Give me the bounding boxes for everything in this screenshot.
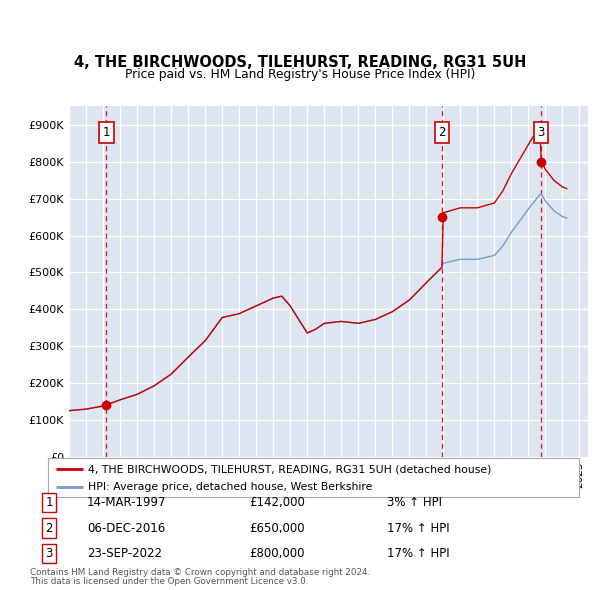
Text: £650,000: £650,000 — [249, 522, 305, 535]
Text: £142,000: £142,000 — [249, 496, 305, 509]
Text: 2: 2 — [46, 522, 53, 535]
Text: HPI: Average price, detached house, West Berkshire: HPI: Average price, detached house, West… — [88, 482, 372, 492]
Text: 3: 3 — [537, 126, 545, 139]
Text: 4, THE BIRCHWOODS, TILEHURST, READING, RG31 5UH (detached house): 4, THE BIRCHWOODS, TILEHURST, READING, R… — [88, 464, 491, 474]
Text: 23-SEP-2022: 23-SEP-2022 — [87, 547, 162, 560]
Text: 4, THE BIRCHWOODS, TILEHURST, READING, RG31 5UH: 4, THE BIRCHWOODS, TILEHURST, READING, R… — [74, 55, 526, 70]
Text: Contains HM Land Registry data © Crown copyright and database right 2024.: Contains HM Land Registry data © Crown c… — [30, 568, 370, 577]
Text: 2: 2 — [439, 126, 446, 139]
Text: 17% ↑ HPI: 17% ↑ HPI — [387, 547, 449, 560]
Text: 1: 1 — [103, 126, 110, 139]
Text: 3: 3 — [46, 547, 53, 560]
Text: This data is licensed under the Open Government Licence v3.0.: This data is licensed under the Open Gov… — [30, 578, 308, 586]
Text: 14-MAR-1997: 14-MAR-1997 — [87, 496, 167, 509]
Text: 3% ↑ HPI: 3% ↑ HPI — [387, 496, 442, 509]
Text: 06-DEC-2016: 06-DEC-2016 — [87, 522, 165, 535]
Text: 1: 1 — [46, 496, 53, 509]
Text: 17% ↑ HPI: 17% ↑ HPI — [387, 522, 449, 535]
Text: £800,000: £800,000 — [249, 547, 305, 560]
Text: Price paid vs. HM Land Registry's House Price Index (HPI): Price paid vs. HM Land Registry's House … — [125, 68, 475, 81]
